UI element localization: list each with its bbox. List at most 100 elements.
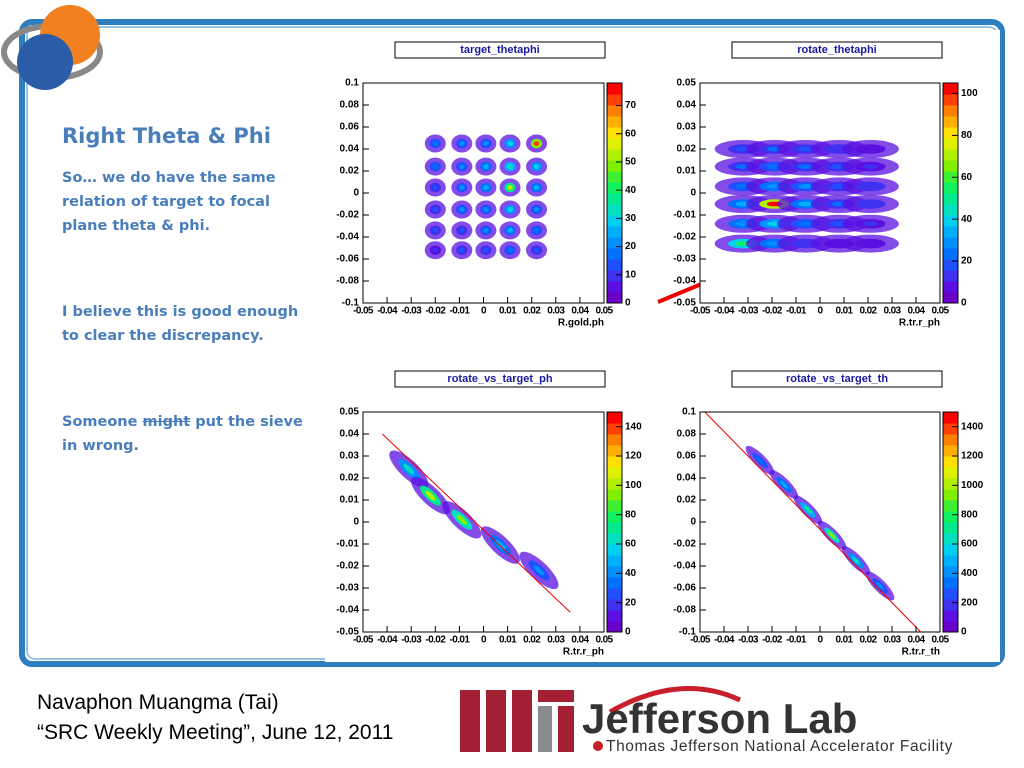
cluster-core [459, 228, 465, 233]
y-tick-label: 0.06 [340, 122, 360, 133]
x-tick-label: 0.02 [523, 306, 541, 317]
colorbar-band [607, 511, 622, 523]
colorbar-band [943, 588, 958, 600]
colorbar-band [943, 555, 958, 567]
colorbar-frame [942, 411, 959, 633]
fit-line [381, 433, 571, 613]
colorbar-band [943, 577, 958, 589]
x-tick-label: 0.04 [571, 306, 589, 317]
y-tick-label: 0.08 [677, 429, 697, 440]
x-tick-label: -0.04 [377, 306, 398, 317]
y-tick-label: -0.04 [336, 232, 359, 243]
colorbar-band [607, 412, 622, 424]
y-tick-label: 0.04 [677, 100, 697, 111]
y-tick-label: -0.1 [342, 298, 360, 309]
chart-title: target_thetaphi [460, 44, 539, 56]
frame [19, 19, 1005, 667]
text: Someone [62, 414, 143, 430]
z-tick-label: 20 [625, 241, 637, 252]
y-tick-label: -0.05 [336, 627, 359, 638]
colorbar-band [607, 434, 622, 446]
cluster-core [507, 247, 513, 253]
x-tick-label: 0.02 [859, 306, 877, 317]
y-tick-label: 0.02 [340, 166, 360, 177]
x-tick-label: 0.04 [907, 306, 925, 317]
z-tick-label: 60 [625, 539, 637, 550]
z-tick-label: 0 [625, 627, 631, 638]
x-tick-label: 0.03 [547, 306, 565, 317]
y-tick-label: -0.02 [673, 232, 696, 243]
x-tick-label: 0.03 [883, 306, 901, 317]
y-tick-label: 0.01 [340, 495, 360, 506]
colorbar-band [943, 423, 958, 435]
colorbar-band [607, 467, 622, 479]
colorbar-band [607, 489, 622, 501]
colorbar-band [607, 533, 622, 545]
z-tick-label: 120 [625, 451, 642, 462]
y-tick-label: -0.04 [336, 605, 359, 616]
colorbar-band [943, 94, 958, 106]
colorbar-band [943, 248, 958, 260]
cluster-core [483, 185, 489, 190]
x-tick-label: 0.02 [523, 635, 541, 646]
cluster-core [862, 146, 879, 152]
y-tick-label: 0.02 [677, 495, 697, 506]
z-tick-label: 80 [625, 509, 637, 520]
colorbar-band [607, 555, 622, 567]
x-tick-label: -0.02 [762, 635, 783, 646]
cluster-core [483, 164, 489, 170]
cluster-core [862, 221, 879, 227]
x-tick-label: -0.01 [450, 635, 471, 646]
logo-dot [593, 741, 603, 751]
cluster-core [862, 201, 879, 207]
z-tick-label: 60 [961, 172, 973, 183]
x-tick-label: -0.04 [714, 635, 735, 646]
y-tick-label: 0.04 [340, 429, 360, 440]
x-axis-label: R.tr.r_th [902, 647, 940, 658]
colorbar-band [943, 412, 958, 424]
y-tick-label: 0.01 [677, 166, 697, 177]
colorbar-band [607, 621, 622, 633]
chart-title: rotate_vs_target_th [786, 373, 888, 385]
x-tick-label: 0.01 [835, 306, 853, 317]
z-tick-label: 70 [625, 100, 637, 111]
colorbar-band [607, 127, 622, 139]
x-tick-label: 0.05 [931, 306, 949, 317]
colorbar-band [943, 292, 958, 304]
cluster-core [403, 464, 414, 475]
colorbar-band [607, 270, 622, 282]
colorbar-band [607, 193, 622, 205]
cluster-core [798, 146, 814, 152]
cluster-core [432, 185, 439, 190]
y-tick-label: 0 [690, 517, 696, 528]
colorbar-band [943, 489, 958, 501]
footer-meeting: “SRC Weekly Meeting”, June 12, 2011 [37, 721, 394, 744]
logo-subtitle: Thomas Jefferson National Accelerator Fa… [606, 738, 953, 755]
fit-line [704, 411, 922, 633]
cluster-core [459, 164, 465, 170]
colorbar-band [943, 610, 958, 622]
z-tick-label: 40 [625, 568, 637, 579]
y-tick-label: 0.05 [677, 78, 697, 89]
x-tick-label: -0.05 [353, 306, 374, 317]
z-tick-label: 600 [961, 539, 978, 550]
colorbar-band [607, 182, 622, 194]
cluster-core [756, 456, 764, 465]
cluster-core [798, 184, 814, 189]
y-tick-label: 0.03 [340, 451, 360, 462]
y-tick-label: 0.04 [677, 473, 697, 484]
heatmap-chart: rotate_vs_target_ph-0.05 -0.04 -0.03 -0.02-… [336, 370, 642, 658]
y-tick-label: -0.03 [336, 583, 359, 594]
colorbar-band [943, 281, 958, 293]
z-tick-label: 80 [961, 130, 973, 141]
cluster-core [798, 241, 814, 247]
colorbar-band [943, 259, 958, 271]
z-tick-label: 40 [625, 185, 637, 196]
colorbar-band [607, 599, 622, 611]
colorbar-band [607, 94, 622, 106]
colorbar-band [607, 226, 622, 238]
logo-bar [460, 690, 480, 752]
x-tick-label: -0.01 [450, 306, 471, 317]
colorbar-band [943, 83, 958, 95]
